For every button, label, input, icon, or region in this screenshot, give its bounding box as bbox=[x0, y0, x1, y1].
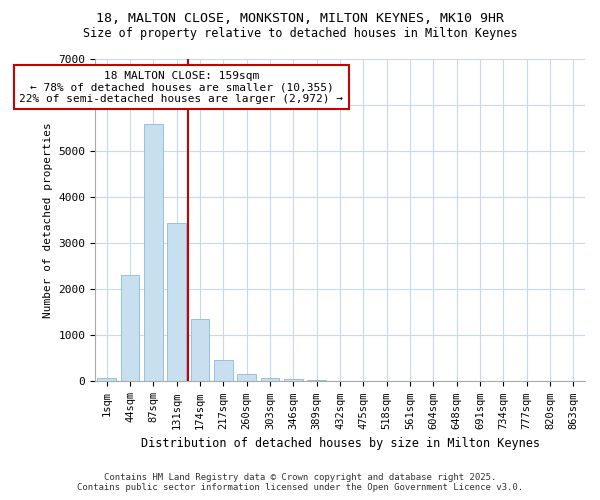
Y-axis label: Number of detached properties: Number of detached properties bbox=[43, 122, 53, 318]
Text: 18, MALTON CLOSE, MONKSTON, MILTON KEYNES, MK10 9HR: 18, MALTON CLOSE, MONKSTON, MILTON KEYNE… bbox=[96, 12, 504, 26]
Bar bbox=[167, 222, 186, 382]
Bar bbox=[97, 378, 116, 382]
Text: Size of property relative to detached houses in Milton Keynes: Size of property relative to detached ho… bbox=[83, 28, 517, 40]
Text: Contains HM Land Registry data © Crown copyright and database right 2025.
Contai: Contains HM Land Registry data © Crown c… bbox=[77, 473, 523, 492]
Bar bbox=[238, 374, 256, 382]
Bar bbox=[121, 276, 139, 382]
Bar bbox=[144, 124, 163, 382]
X-axis label: Distribution of detached houses by size in Milton Keynes: Distribution of detached houses by size … bbox=[140, 437, 539, 450]
Bar bbox=[214, 360, 233, 382]
Bar bbox=[191, 319, 209, 382]
Bar bbox=[284, 379, 303, 382]
Text: 18 MALTON CLOSE: 159sqm
← 78% of detached houses are smaller (10,355)
22% of sem: 18 MALTON CLOSE: 159sqm ← 78% of detache… bbox=[19, 70, 343, 104]
Bar bbox=[261, 378, 280, 382]
Bar bbox=[307, 380, 326, 382]
